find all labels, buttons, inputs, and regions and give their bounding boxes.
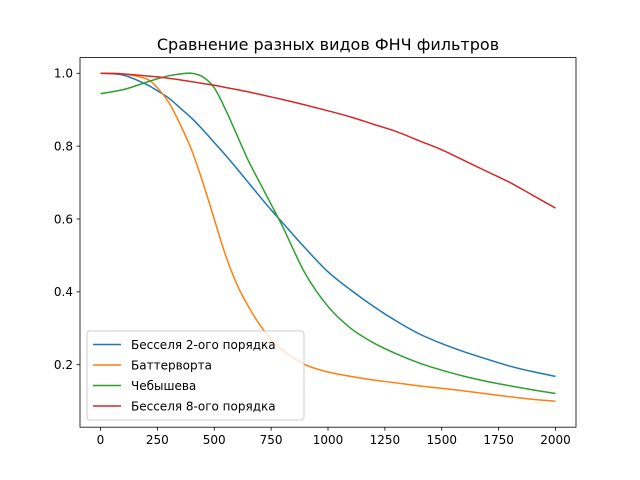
legend-label: Бесселя 2-ого порядка — [131, 338, 276, 352]
chart-title: Сравнение разных видов ФНЧ фильтров — [157, 35, 499, 54]
x-tick-label: 0 — [97, 433, 105, 447]
y-tick-label: 1.0 — [54, 67, 73, 81]
y-axis: 0.2 0.4 0.6 0.8 1.0 — [54, 67, 80, 372]
legend-label: Баттерворта — [131, 358, 212, 372]
x-tick-label: 1500 — [426, 433, 457, 447]
legend: Бесселя 2-ого порядка Баттерворта Чебышева… — [86, 330, 305, 421]
x-tick-label: 500 — [203, 433, 226, 447]
x-tick-label: 1250 — [370, 433, 401, 447]
x-tick-label: 250 — [146, 433, 169, 447]
x-tick-label: 1750 — [483, 433, 514, 447]
y-tick-label: 0.2 — [54, 358, 73, 372]
legend-label: Чебышева — [131, 379, 196, 393]
y-tick-label: 0.8 — [54, 139, 73, 153]
legend-label: Бесселя 8-ого порядка — [131, 399, 276, 413]
series-line-3 — [100, 72, 556, 395]
x-tick-label: 2000 — [540, 433, 571, 447]
x-tick-label: 750 — [260, 433, 283, 447]
y-tick-label: 0.4 — [54, 285, 73, 299]
x-tick-label: 1000 — [313, 433, 344, 447]
series-line-1 — [100, 72, 556, 378]
y-tick-label: 0.6 — [54, 212, 73, 226]
x-axis: 0 250 500 750 1000 1250 1500 1750 2000 — [97, 427, 571, 447]
series-line-4 — [100, 72, 556, 209]
legend-box — [86, 330, 305, 421]
